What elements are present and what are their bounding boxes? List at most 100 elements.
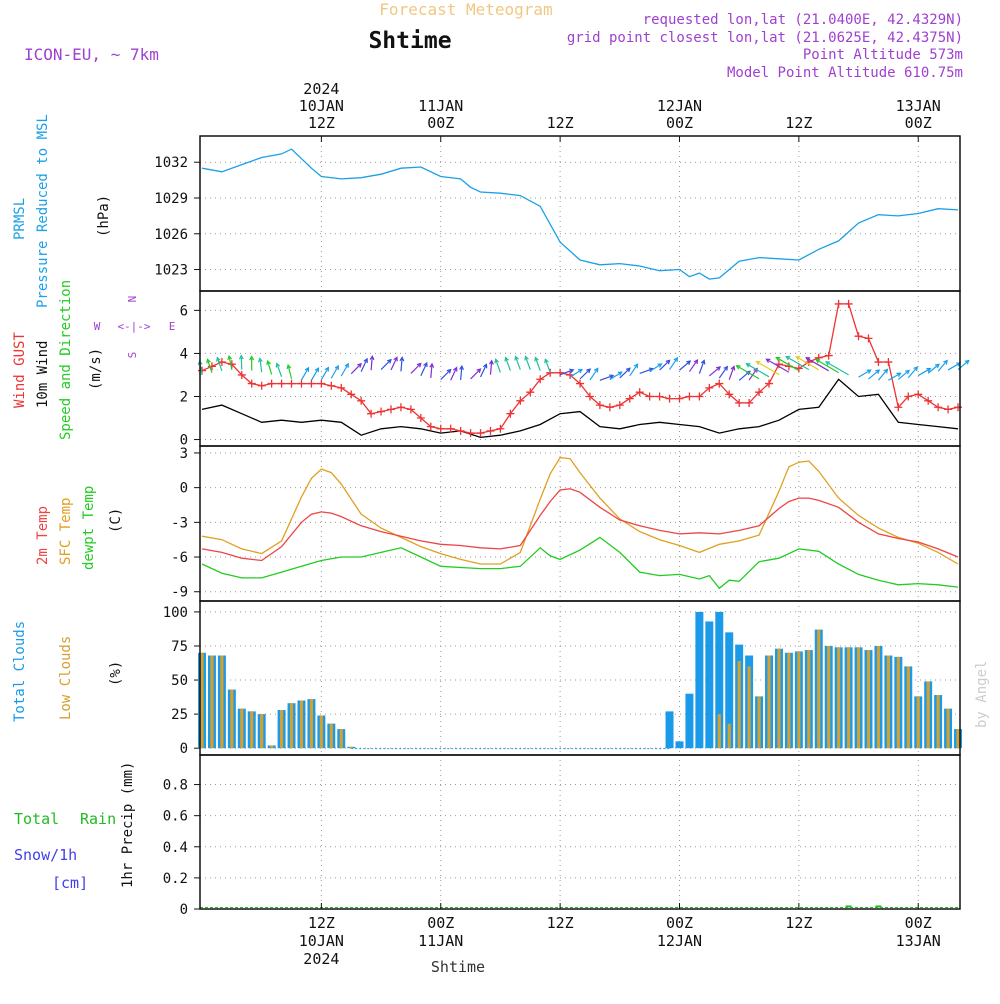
low-cloud-bar (200, 653, 203, 748)
pressure-label-msl: Pressure Reduced to MSL (35, 114, 51, 308)
gust-marker (626, 395, 634, 403)
low-cloud-bar (787, 653, 790, 748)
x-tick-label-bottom: 00Z (905, 914, 932, 932)
cloud-unit: (%) (108, 661, 124, 686)
low-cloud-bar (230, 690, 233, 749)
y-tick-label: 75 (171, 639, 188, 655)
low-cloud-bar (937, 695, 940, 748)
y-tick-label: 0.2 (163, 871, 188, 887)
low-cloud-bar (738, 661, 741, 748)
wind-direction-arrow (908, 367, 917, 378)
x-tick-label-bottom: 11JAN (418, 932, 463, 950)
y-tick-label: 1026 (154, 227, 188, 243)
wind-direction-arrow (737, 366, 760, 379)
gust-marker (864, 334, 872, 342)
gust-marker (377, 408, 385, 416)
gust-marker (855, 332, 863, 340)
x-tick-label-bottom: 13JAN (896, 932, 941, 950)
low-cloud-bar (847, 647, 850, 748)
wind-panel-frame (200, 291, 960, 446)
requested-coords: requested lon,lat (21.0400E, 42.4329N) (643, 12, 963, 28)
low-cloud-bar (210, 656, 213, 749)
y-tick-label: 0.4 (163, 840, 188, 856)
pressure-unit: (hPa) (96, 195, 112, 237)
gust-marker (914, 390, 922, 398)
wind-unit: (m/s) (88, 348, 104, 390)
gust-marker (685, 392, 693, 400)
low-cloud-bar (340, 729, 343, 748)
pressure-line (202, 149, 958, 279)
gust-marker (327, 382, 335, 390)
low-cloud-bar (280, 710, 283, 748)
compass-icon: N W <-|-> E S (94, 296, 176, 359)
y-tick-label: 1032 (154, 155, 188, 171)
y-tick-label: 4 (180, 346, 188, 362)
wind-direction-arrow (351, 364, 361, 374)
sfc-temp-line (202, 458, 958, 564)
y-tick-label: 50 (171, 673, 188, 689)
y-tick-label: 0.8 (163, 778, 188, 794)
low-cloud-bar (250, 711, 253, 748)
low-cloud-bar (350, 747, 353, 748)
low-cloud-bar (857, 647, 860, 748)
wind-label-10m: 10m Wind (35, 341, 51, 408)
compass-n: N (126, 296, 139, 303)
low-cloud-bar (290, 703, 293, 748)
precip-axis-label: 1hr Precip (mm) (120, 762, 136, 888)
gust-marker (675, 395, 683, 403)
gust-marker (636, 388, 644, 396)
total-cloud-bar (685, 694, 693, 749)
precip-bar (846, 905, 852, 907)
wind-direction-arrow (746, 364, 769, 377)
gust-marker (457, 427, 465, 435)
gust-marker (268, 380, 276, 388)
wind-direction-arrow (756, 362, 779, 375)
gust-marker (258, 382, 266, 390)
model-label: ICON-EU, ~ 7km (24, 45, 159, 64)
wind-label-direction: Speed and Direction (58, 280, 74, 440)
wind-direction-arrow (938, 361, 947, 372)
x-tick-label-bottom: 12Z (785, 914, 812, 932)
low-cloud-bar (877, 646, 880, 748)
y-tick-label: 25 (171, 707, 188, 723)
x-tick-label-top: 13JAN (896, 97, 941, 115)
compass-arrows: <-|-> (117, 320, 150, 333)
wind-direction-arrow (411, 363, 421, 373)
low-cloud-bar (320, 715, 323, 748)
temp-label-sfc: SFC Temp (58, 498, 74, 565)
location-title: Shtime (368, 28, 451, 54)
header-title: Forecast Meteogram (379, 0, 552, 19)
low-cloud-bar (270, 745, 273, 748)
pressure-panel-frame (200, 136, 960, 291)
precip-bar (875, 905, 881, 907)
point-altitude: Point Altitude 573m (803, 47, 963, 63)
compass-w: W (94, 320, 101, 333)
gust-marker (954, 403, 962, 411)
gust-marker (884, 358, 892, 366)
gust-marker (496, 425, 504, 433)
low-cloud-bar (907, 666, 910, 748)
low-cloud-bar (748, 666, 751, 748)
temp-label-dewpt: dewpt Temp (81, 486, 97, 570)
low-cloud-bar (817, 630, 820, 749)
low-cloud-bar (837, 647, 840, 748)
y-tick-labels: 10231026102910320246-9-6-303025507510000… (154, 155, 188, 918)
y-tick-label: -6 (171, 550, 188, 566)
wind-direction-arrow (650, 364, 662, 371)
dewpt-temp-line (202, 537, 958, 588)
low-cloud-bar (887, 656, 890, 749)
low-cloud-bar (777, 649, 780, 748)
compass-e: E (169, 320, 176, 333)
cloud-label-total: Total Clouds (12, 621, 28, 722)
x-tick-label-top: 12Z (547, 114, 574, 132)
low-cloud-bar (240, 709, 243, 749)
wind-speed-line (202, 379, 958, 437)
gust-marker (934, 403, 942, 411)
x-tick-label-top: 12JAN (657, 97, 702, 115)
x-tick-label-top: 10JAN (299, 97, 344, 115)
precip-label-rain: Rain (80, 810, 116, 828)
footer-location: Shtime (431, 958, 485, 976)
temp-labels: 2m Temp SFC Temp dewpt Temp (C) (35, 486, 124, 570)
gust-marker (606, 403, 614, 411)
